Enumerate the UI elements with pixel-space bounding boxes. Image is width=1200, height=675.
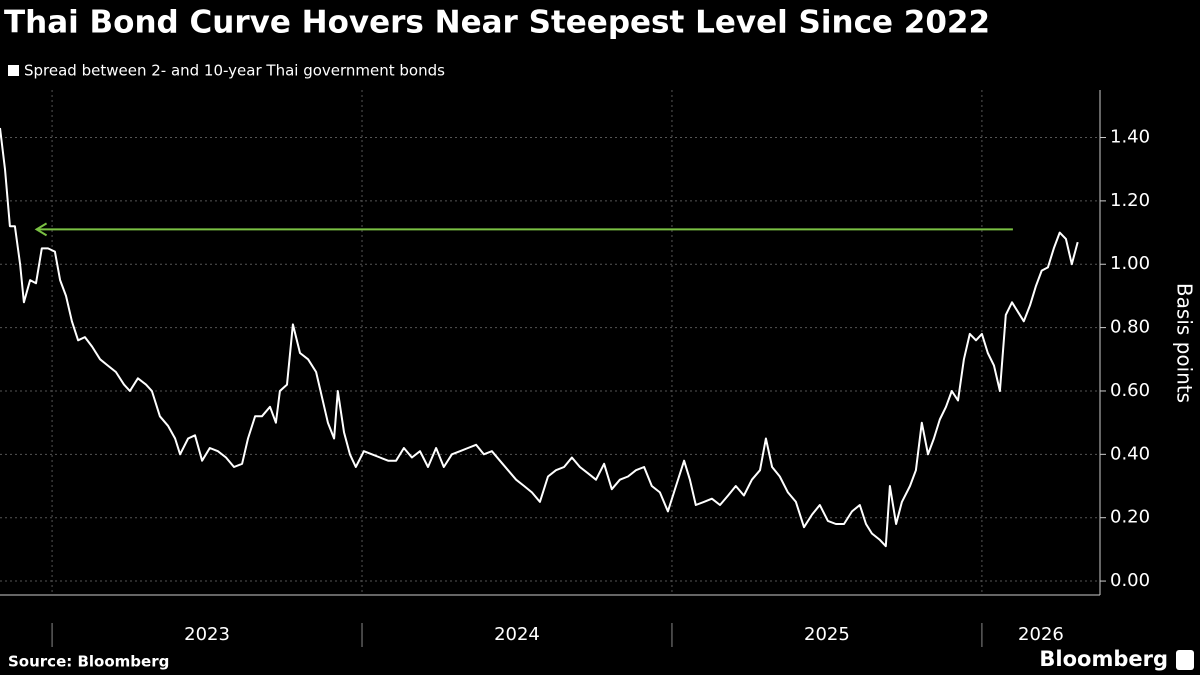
y-tick-label: 0.80 (1110, 317, 1150, 338)
legend-swatch (8, 65, 19, 76)
arrow-head (34, 222, 48, 237)
y-axis-label: Basis points (1173, 283, 1197, 403)
y-tick-label: 0.20 (1110, 507, 1150, 528)
x-tick-label: 2023 (184, 624, 230, 645)
legend-label: Spread between 2- and 10-year Thai gover… (24, 62, 445, 80)
y-tick-label: 1.00 (1110, 253, 1150, 274)
y-tick-label: 1.40 (1110, 127, 1150, 148)
y-tick-label: 0.60 (1110, 380, 1150, 401)
source: Source: Bloomberg (8, 653, 169, 671)
brand-icon (1176, 650, 1194, 670)
x-tick-label: 2025 (804, 624, 850, 645)
series-line (0, 127, 1079, 548)
y-tick-label: 0.40 (1110, 443, 1150, 464)
brand: Bloomberg (1039, 647, 1168, 671)
chart-title: Thai Bond Curve Hovers Near Steepest Lev… (4, 5, 990, 41)
x-tick-label: 2026 (1018, 624, 1064, 645)
y-tick-label: 0.00 (1110, 570, 1150, 591)
y-tick-label: 1.20 (1110, 190, 1150, 211)
x-tick-label: 2024 (494, 624, 540, 645)
